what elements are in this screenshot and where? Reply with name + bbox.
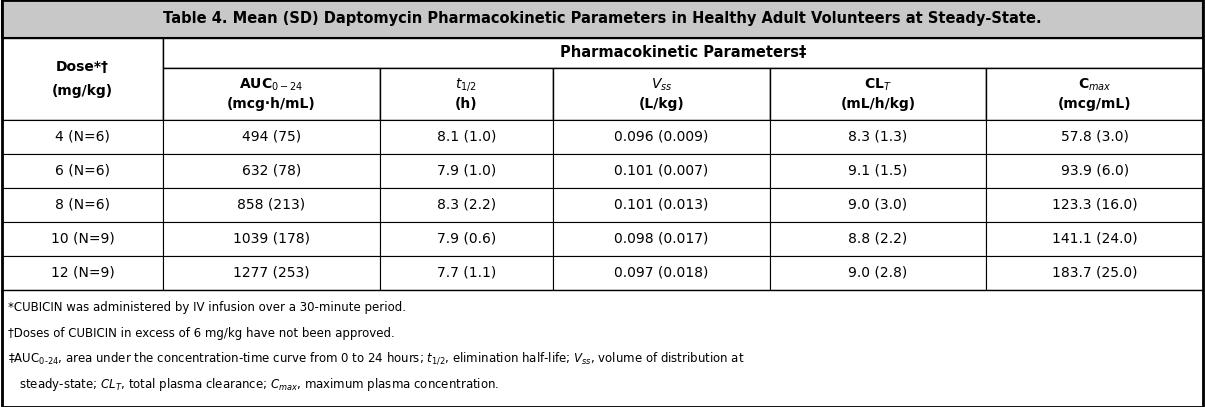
Text: (h): (h) — [455, 97, 477, 112]
Bar — [553, 256, 770, 290]
Text: Dose*†: Dose*† — [57, 60, 108, 74]
Text: 8.1 (1.0): 8.1 (1.0) — [436, 130, 496, 144]
Text: steady-state; $CL_T$, total plasma clearance; $C_{max}$, maximum plasma concentr: steady-state; $CL_T$, total plasma clear… — [8, 376, 499, 393]
Text: (mg/kg): (mg/kg) — [52, 84, 113, 98]
Text: CL$_T$: CL$_T$ — [864, 77, 892, 93]
Bar — [380, 188, 553, 222]
Text: 7.9 (1.0): 7.9 (1.0) — [436, 164, 496, 178]
Bar — [380, 222, 553, 256]
Text: 8.3 (1.3): 8.3 (1.3) — [848, 130, 907, 144]
Text: 8.3 (2.2): 8.3 (2.2) — [436, 198, 496, 212]
Bar — [987, 256, 1203, 290]
Text: 6 (N=6): 6 (N=6) — [55, 164, 110, 178]
Bar — [770, 188, 987, 222]
Bar — [2, 188, 163, 222]
Text: $t_{1/2}$: $t_{1/2}$ — [455, 76, 477, 93]
Text: 0.097 (0.018): 0.097 (0.018) — [615, 266, 709, 280]
Text: 0.098 (0.017): 0.098 (0.017) — [615, 232, 709, 246]
Text: 93.9 (6.0): 93.9 (6.0) — [1060, 164, 1129, 178]
Bar — [163, 188, 380, 222]
Bar — [770, 222, 987, 256]
Bar — [987, 188, 1203, 222]
Text: 7.7 (1.1): 7.7 (1.1) — [436, 266, 496, 280]
Text: AUC$_{0-24}$: AUC$_{0-24}$ — [240, 77, 304, 93]
Text: 632 (78): 632 (78) — [242, 164, 301, 178]
Text: 57.8 (3.0): 57.8 (3.0) — [1060, 130, 1129, 144]
Text: 9.0 (2.8): 9.0 (2.8) — [848, 266, 907, 280]
Bar — [987, 154, 1203, 188]
Text: 0.101 (0.013): 0.101 (0.013) — [615, 198, 709, 212]
Text: (L/kg): (L/kg) — [639, 97, 684, 112]
Bar — [987, 68, 1203, 120]
Bar — [2, 0, 1203, 38]
Text: 494 (75): 494 (75) — [242, 130, 301, 144]
Text: 12 (N=9): 12 (N=9) — [51, 266, 114, 280]
Bar — [380, 68, 553, 120]
Bar — [380, 120, 553, 154]
Text: †Doses of CUBICIN in excess of 6 mg/kg have not been approved.: †Doses of CUBICIN in excess of 6 mg/kg h… — [8, 327, 395, 340]
Bar — [987, 222, 1203, 256]
Text: 0.096 (0.009): 0.096 (0.009) — [615, 130, 709, 144]
Text: 141.1 (24.0): 141.1 (24.0) — [1052, 232, 1138, 246]
Bar — [163, 222, 380, 256]
Text: 1039 (178): 1039 (178) — [233, 232, 310, 246]
Bar — [553, 154, 770, 188]
Text: 7.9 (0.6): 7.9 (0.6) — [436, 232, 496, 246]
Text: (mcg·h/mL): (mcg·h/mL) — [227, 97, 316, 112]
Text: *CUBICIN was administered by IV infusion over a 30-minute period.: *CUBICIN was administered by IV infusion… — [8, 301, 406, 314]
Text: 183.7 (25.0): 183.7 (25.0) — [1052, 266, 1138, 280]
Text: Table 4. Mean (SD) Daptomycin Pharmacokinetic Parameters in Healthy Adult Volunt: Table 4. Mean (SD) Daptomycin Pharmacoki… — [163, 11, 1042, 26]
Text: $V_{ss}$: $V_{ss}$ — [651, 77, 672, 93]
Text: 0.101 (0.007): 0.101 (0.007) — [615, 164, 709, 178]
Bar — [553, 188, 770, 222]
Bar — [2, 120, 163, 154]
Text: ‡AUC$_{0\text{-}24}$, area under the concentration-time curve from 0 to 24 hours: ‡AUC$_{0\text{-}24}$, area under the con… — [8, 351, 745, 366]
Bar — [553, 222, 770, 256]
Bar — [553, 68, 770, 120]
Bar — [987, 120, 1203, 154]
Text: 9.1 (1.5): 9.1 (1.5) — [848, 164, 907, 178]
Text: 858 (213): 858 (213) — [237, 198, 305, 212]
Bar — [2, 154, 163, 188]
Bar — [163, 154, 380, 188]
Bar — [380, 256, 553, 290]
Bar — [163, 256, 380, 290]
Bar — [163, 120, 380, 154]
Bar — [2, 290, 1203, 407]
Bar — [2, 38, 163, 120]
Text: C$_{max}$: C$_{max}$ — [1077, 77, 1111, 93]
Text: Pharmacokinetic Parameters‡: Pharmacokinetic Parameters‡ — [560, 46, 806, 61]
Bar — [770, 120, 987, 154]
Text: 4 (N=6): 4 (N=6) — [55, 130, 110, 144]
Text: 123.3 (16.0): 123.3 (16.0) — [1052, 198, 1138, 212]
Text: 8 (N=6): 8 (N=6) — [55, 198, 110, 212]
Bar — [163, 68, 380, 120]
Text: 8.8 (2.2): 8.8 (2.2) — [848, 232, 907, 246]
Bar — [553, 120, 770, 154]
Bar — [2, 256, 163, 290]
Text: 10 (N=9): 10 (N=9) — [51, 232, 114, 246]
Text: (mcg/mL): (mcg/mL) — [1058, 97, 1131, 112]
Bar — [163, 38, 1203, 68]
Text: 9.0 (3.0): 9.0 (3.0) — [848, 198, 907, 212]
Text: 1277 (253): 1277 (253) — [233, 266, 310, 280]
Bar — [770, 256, 987, 290]
Bar — [770, 68, 987, 120]
Bar — [770, 154, 987, 188]
Bar — [380, 154, 553, 188]
Text: (mL/h/kg): (mL/h/kg) — [840, 97, 916, 112]
Bar — [2, 222, 163, 256]
